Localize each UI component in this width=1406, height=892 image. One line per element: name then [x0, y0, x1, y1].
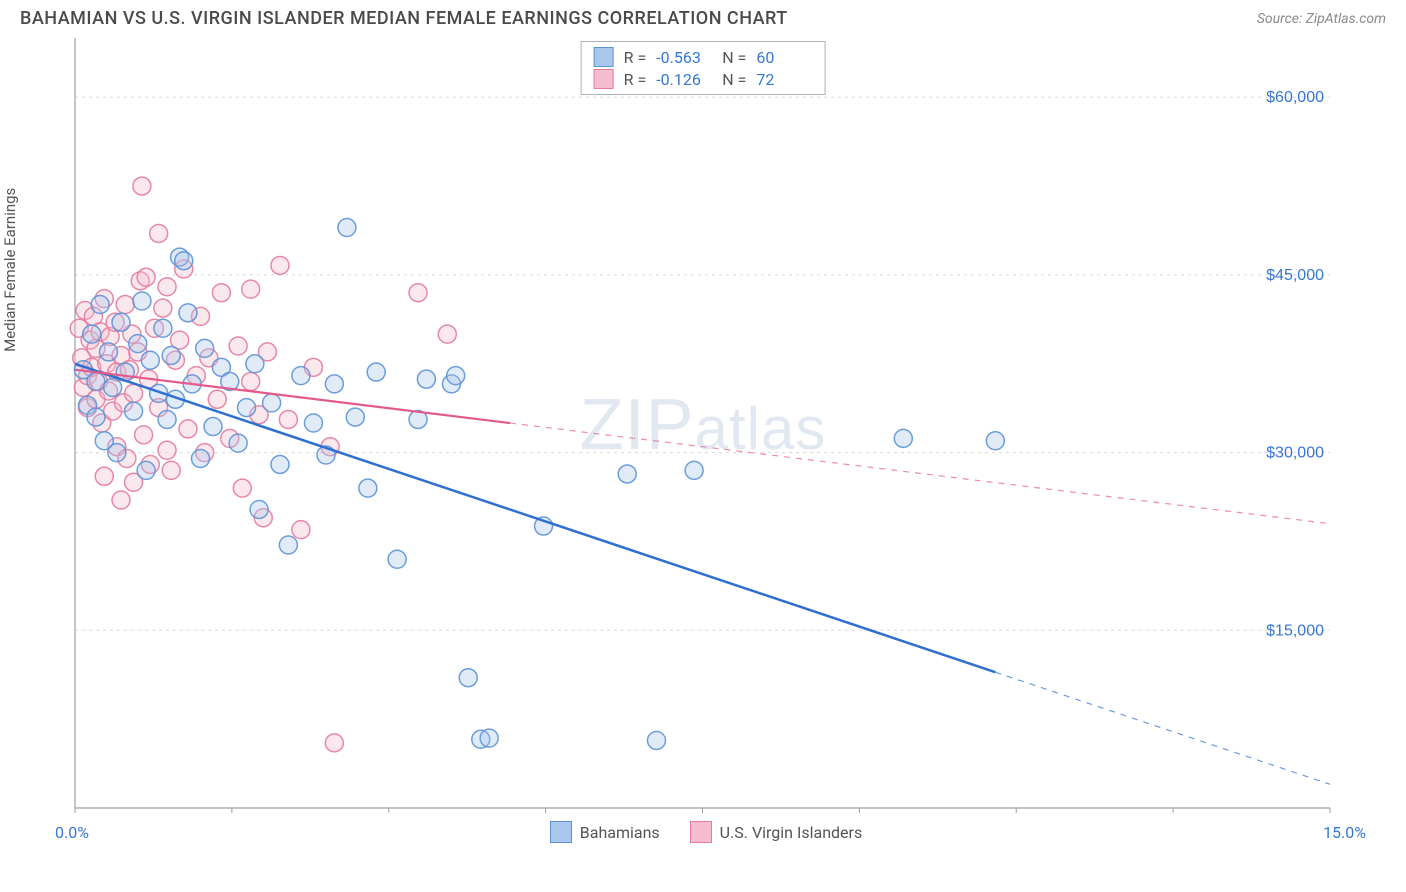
legend-swatch-icon — [550, 821, 572, 843]
x-axis-min-label: 0.0% — [55, 823, 89, 842]
legend-swatch-icon — [690, 821, 712, 843]
chart-container: Median Female Earnings $15,000$30,000$45… — [20, 33, 1386, 817]
legend-item-bahamians: Bahamians — [550, 821, 660, 843]
legend-item-usvi: U.S. Virgin Islanders — [690, 821, 863, 843]
stats-box: R = -0.563 N = 60 R = -0.126 N = 72 — [581, 41, 826, 95]
scatter-chart: $15,000 $30,000 $45,000 $60,000 — [20, 33, 1340, 813]
legend-center: Bahamians U.S. Virgin Islanders — [550, 821, 862, 843]
chart-title: BAHAMIAN VS U.S. VIRGIN ISLANDER MEDIAN … — [20, 8, 788, 29]
stats-swatch-icon — [594, 69, 614, 89]
stats-swatch-icon — [594, 47, 614, 67]
svg-text:$30,000: $30,000 — [1266, 445, 1324, 462]
chart-source: Source: ZipAtlas.com — [1257, 11, 1386, 27]
svg-text:$15,000: $15,000 — [1266, 622, 1324, 639]
stats-row-2: R = -0.126 N = 72 — [594, 68, 813, 90]
svg-text:$60,000: $60,000 — [1266, 89, 1324, 106]
bottom-legend-bar: 0.0% Bahamians U.S. Virgin Islanders 15.… — [0, 821, 1406, 843]
legend-label: Bahamians — [580, 823, 660, 842]
y-axis-label: Median Female Earnings — [1, 188, 19, 352]
svg-text:$45,000: $45,000 — [1266, 267, 1324, 284]
stats-row-1: R = -0.563 N = 60 — [594, 46, 813, 68]
legend-label: U.S. Virgin Islanders — [720, 823, 863, 842]
x-axis-max-label: 15.0% — [1323, 823, 1366, 842]
chart-header: BAHAMIAN VS U.S. VIRGIN ISLANDER MEDIAN … — [0, 0, 1406, 33]
